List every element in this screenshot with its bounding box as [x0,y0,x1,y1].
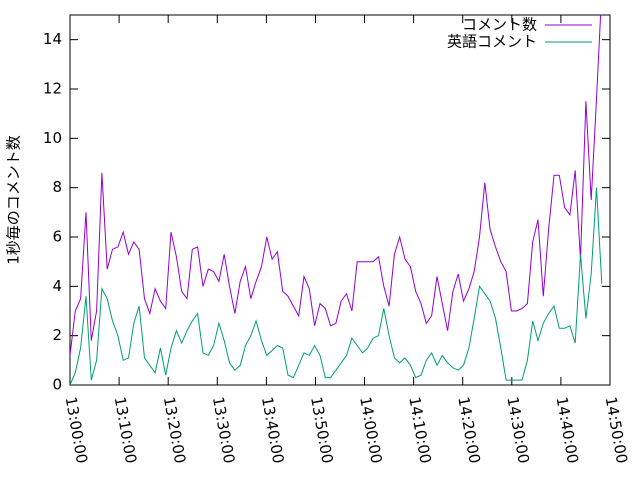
y-axis-label: 1秒毎のコメント数 [5,135,23,265]
y-tick-label: 0 [52,376,62,394]
y-tick-label: 10 [43,129,62,147]
x-tick-label: 13:00:00 [62,395,91,464]
x-tick-label: 14:40:00 [553,395,582,464]
plot-border [69,14,611,386]
x-tick-label: 14:50:00 [602,395,631,464]
y-tick-label: 6 [52,228,62,246]
x-tick-label: 13:20:00 [160,395,189,464]
data-line [70,15,602,356]
y-tick-label: 8 [52,178,62,196]
data-line [70,187,603,385]
legend-label: コメント数 [462,16,537,34]
y-tick-label: 4 [52,277,62,295]
x-tick-label: 14:20:00 [454,395,483,464]
x-tick-label: 13:30:00 [209,395,238,464]
legend-label: 英語コメント [447,33,537,51]
x-tick-label: 13:10:00 [111,395,140,464]
x-tick-label: 14:30:00 [503,395,532,464]
plot-lines [70,15,603,385]
x-tick-label: 13:50:00 [307,395,336,464]
y-tick-label: 14 [43,30,62,48]
x-tick-label: 13:40:00 [258,395,287,464]
y-tick-label: 2 [52,326,62,344]
x-tick-label: 14:00:00 [356,395,385,464]
x-tick-label: 14:10:00 [405,395,434,464]
y-tick-label: 12 [43,80,62,98]
